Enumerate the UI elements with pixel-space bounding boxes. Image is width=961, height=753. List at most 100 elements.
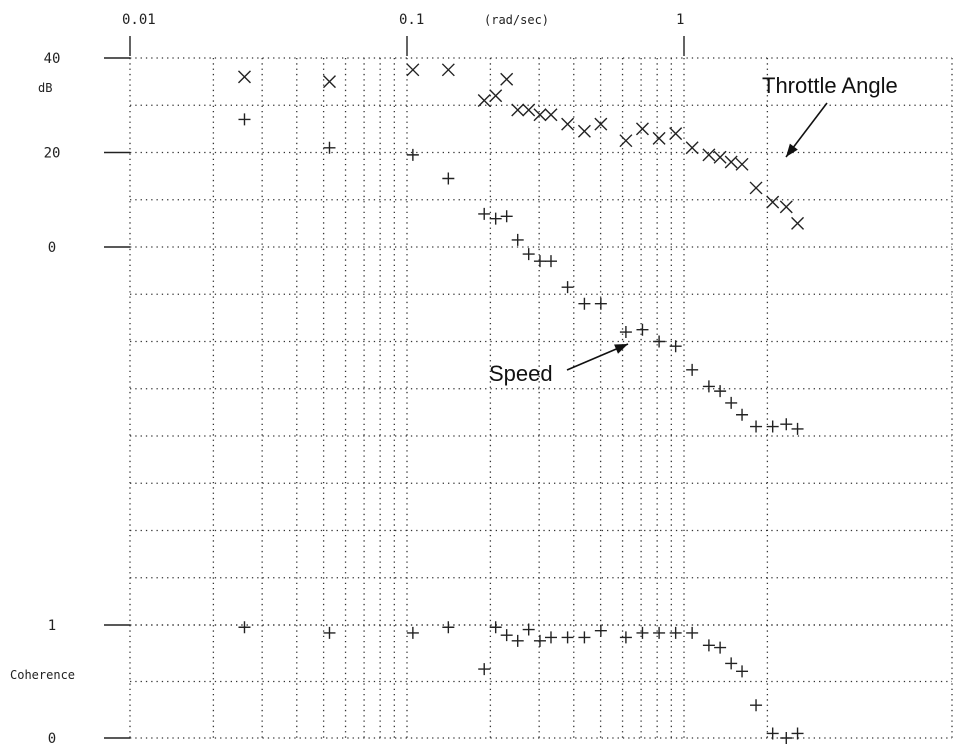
- speed-marker: [669, 340, 682, 353]
- tick-labels: 0.01 0.1 1 (rad/sec) 40 20 0 1 0 dB Coherence: [10, 12, 684, 747]
- speed-marker: [750, 420, 763, 433]
- speed-marker: [702, 380, 715, 393]
- throttle-angle-marker: [735, 157, 749, 171]
- coherence-marker: [511, 634, 524, 647]
- coherence-marker: [478, 663, 491, 676]
- coherence-y-axis-label: Coherence: [10, 668, 75, 682]
- coherence-y-tick-label: 1: [48, 618, 56, 634]
- speed-marker: [544, 255, 557, 268]
- speed-marker: [714, 385, 727, 398]
- speed-marker: [791, 422, 804, 435]
- coherence-marker: [442, 621, 455, 634]
- throttle-angle-marker: [237, 70, 251, 84]
- throttle-angle-marker: [619, 134, 633, 148]
- throttle-angle-marker: [749, 181, 763, 195]
- coherence-marker: [533, 634, 546, 647]
- speed-marker: [478, 207, 491, 220]
- throttle-angle-marker: [766, 195, 780, 209]
- throttle-angle-marker: [779, 200, 793, 214]
- coherence-marker: [594, 624, 607, 637]
- throttle-angle-marker: [652, 131, 666, 145]
- x-unit-label: (rad/sec): [484, 13, 549, 27]
- annotations: Throttle Angle Speed: [489, 73, 898, 386]
- axes: [104, 36, 685, 739]
- speed-annotation-label: Speed: [489, 361, 553, 386]
- throttle-angle-marker: [685, 141, 699, 155]
- magnitude-y-axis-label: dB: [38, 81, 52, 95]
- throttle-angle-marker: [322, 75, 336, 89]
- speed-marker: [511, 233, 524, 246]
- speed-marker: [736, 408, 749, 421]
- throttle-angle-marker: [533, 108, 547, 122]
- coherence-marker: [702, 639, 715, 652]
- throttle-angle-marker: [561, 117, 575, 131]
- speed-marker: [500, 210, 513, 223]
- speed-marker: [533, 255, 546, 268]
- throttle-angle-marker: [669, 127, 683, 141]
- coherence-marker: [653, 626, 666, 639]
- throttle-angle-annotation-label: Throttle Angle: [762, 73, 898, 98]
- coherence-marker: [522, 623, 535, 636]
- throttle-angle-marker: [724, 155, 738, 169]
- data-markers: [237, 63, 805, 744]
- throttle-angle-marker: [544, 108, 558, 122]
- coherence-marker: [736, 665, 749, 678]
- throttle-angle-marker: [635, 122, 649, 136]
- throttle-angle-marker: [511, 103, 525, 117]
- speed-marker: [406, 148, 419, 161]
- magnitude-y-tick-label: 0: [48, 240, 56, 256]
- coherence-marker: [544, 631, 557, 644]
- grid-lines: [129, 57, 953, 739]
- speed-marker: [238, 113, 251, 126]
- coherence-marker: [489, 621, 502, 634]
- throttle-angle-arrowhead: [786, 143, 798, 157]
- coherence-marker: [238, 621, 251, 634]
- speed-marker: [522, 248, 535, 261]
- x-tick-label: 0.1: [399, 12, 424, 28]
- throttle-angle-marker: [441, 63, 455, 77]
- throttle-angle-marker: [713, 150, 727, 164]
- x-tick-label: 1: [676, 12, 684, 28]
- coherence-marker: [686, 626, 699, 639]
- speed-marker: [725, 396, 738, 409]
- speed-arrowhead: [614, 344, 628, 354]
- throttle-angle-marker: [406, 63, 420, 77]
- speed-marker: [766, 420, 779, 433]
- coherence-marker: [636, 626, 649, 639]
- coherence-marker: [791, 727, 804, 740]
- coherence-marker: [750, 699, 763, 712]
- throttle-angle-marker: [594, 117, 608, 131]
- x-tick-label: 0.01: [122, 12, 156, 28]
- speed-marker: [561, 281, 574, 294]
- speed-marker: [686, 363, 699, 376]
- coherence-marker: [714, 641, 727, 654]
- throttle-angle-marker: [577, 124, 591, 138]
- coherence-marker: [619, 631, 632, 644]
- speed-marker: [619, 326, 632, 339]
- throttle-angle-marker: [522, 103, 536, 117]
- speed-marker: [594, 297, 607, 310]
- throttle-angle-marker: [702, 148, 716, 162]
- coherence-marker: [323, 626, 336, 639]
- speed-marker: [653, 335, 666, 348]
- magnitude-y-tick-label: 20: [44, 146, 61, 162]
- coherence-marker: [561, 631, 574, 644]
- coherence-marker: [578, 631, 591, 644]
- throttle-angle-marker: [477, 94, 491, 108]
- coherence-marker: [500, 629, 513, 642]
- throttle-angle-marker: [489, 89, 503, 103]
- speed-marker: [323, 141, 336, 154]
- speed-marker: [442, 172, 455, 185]
- coherence-y-tick-label: 0: [48, 731, 56, 747]
- coherence-marker: [725, 657, 738, 670]
- coherence-marker: [766, 727, 779, 740]
- speed-marker: [780, 418, 793, 431]
- coherence-marker: [406, 626, 419, 639]
- speed-marker: [636, 323, 649, 336]
- coherence-marker: [780, 732, 793, 744]
- speed-marker: [489, 212, 502, 225]
- throttle-angle-marker: [500, 72, 514, 86]
- throttle-angle-marker: [791, 216, 805, 230]
- magnitude-y-tick-label: 40: [44, 51, 61, 67]
